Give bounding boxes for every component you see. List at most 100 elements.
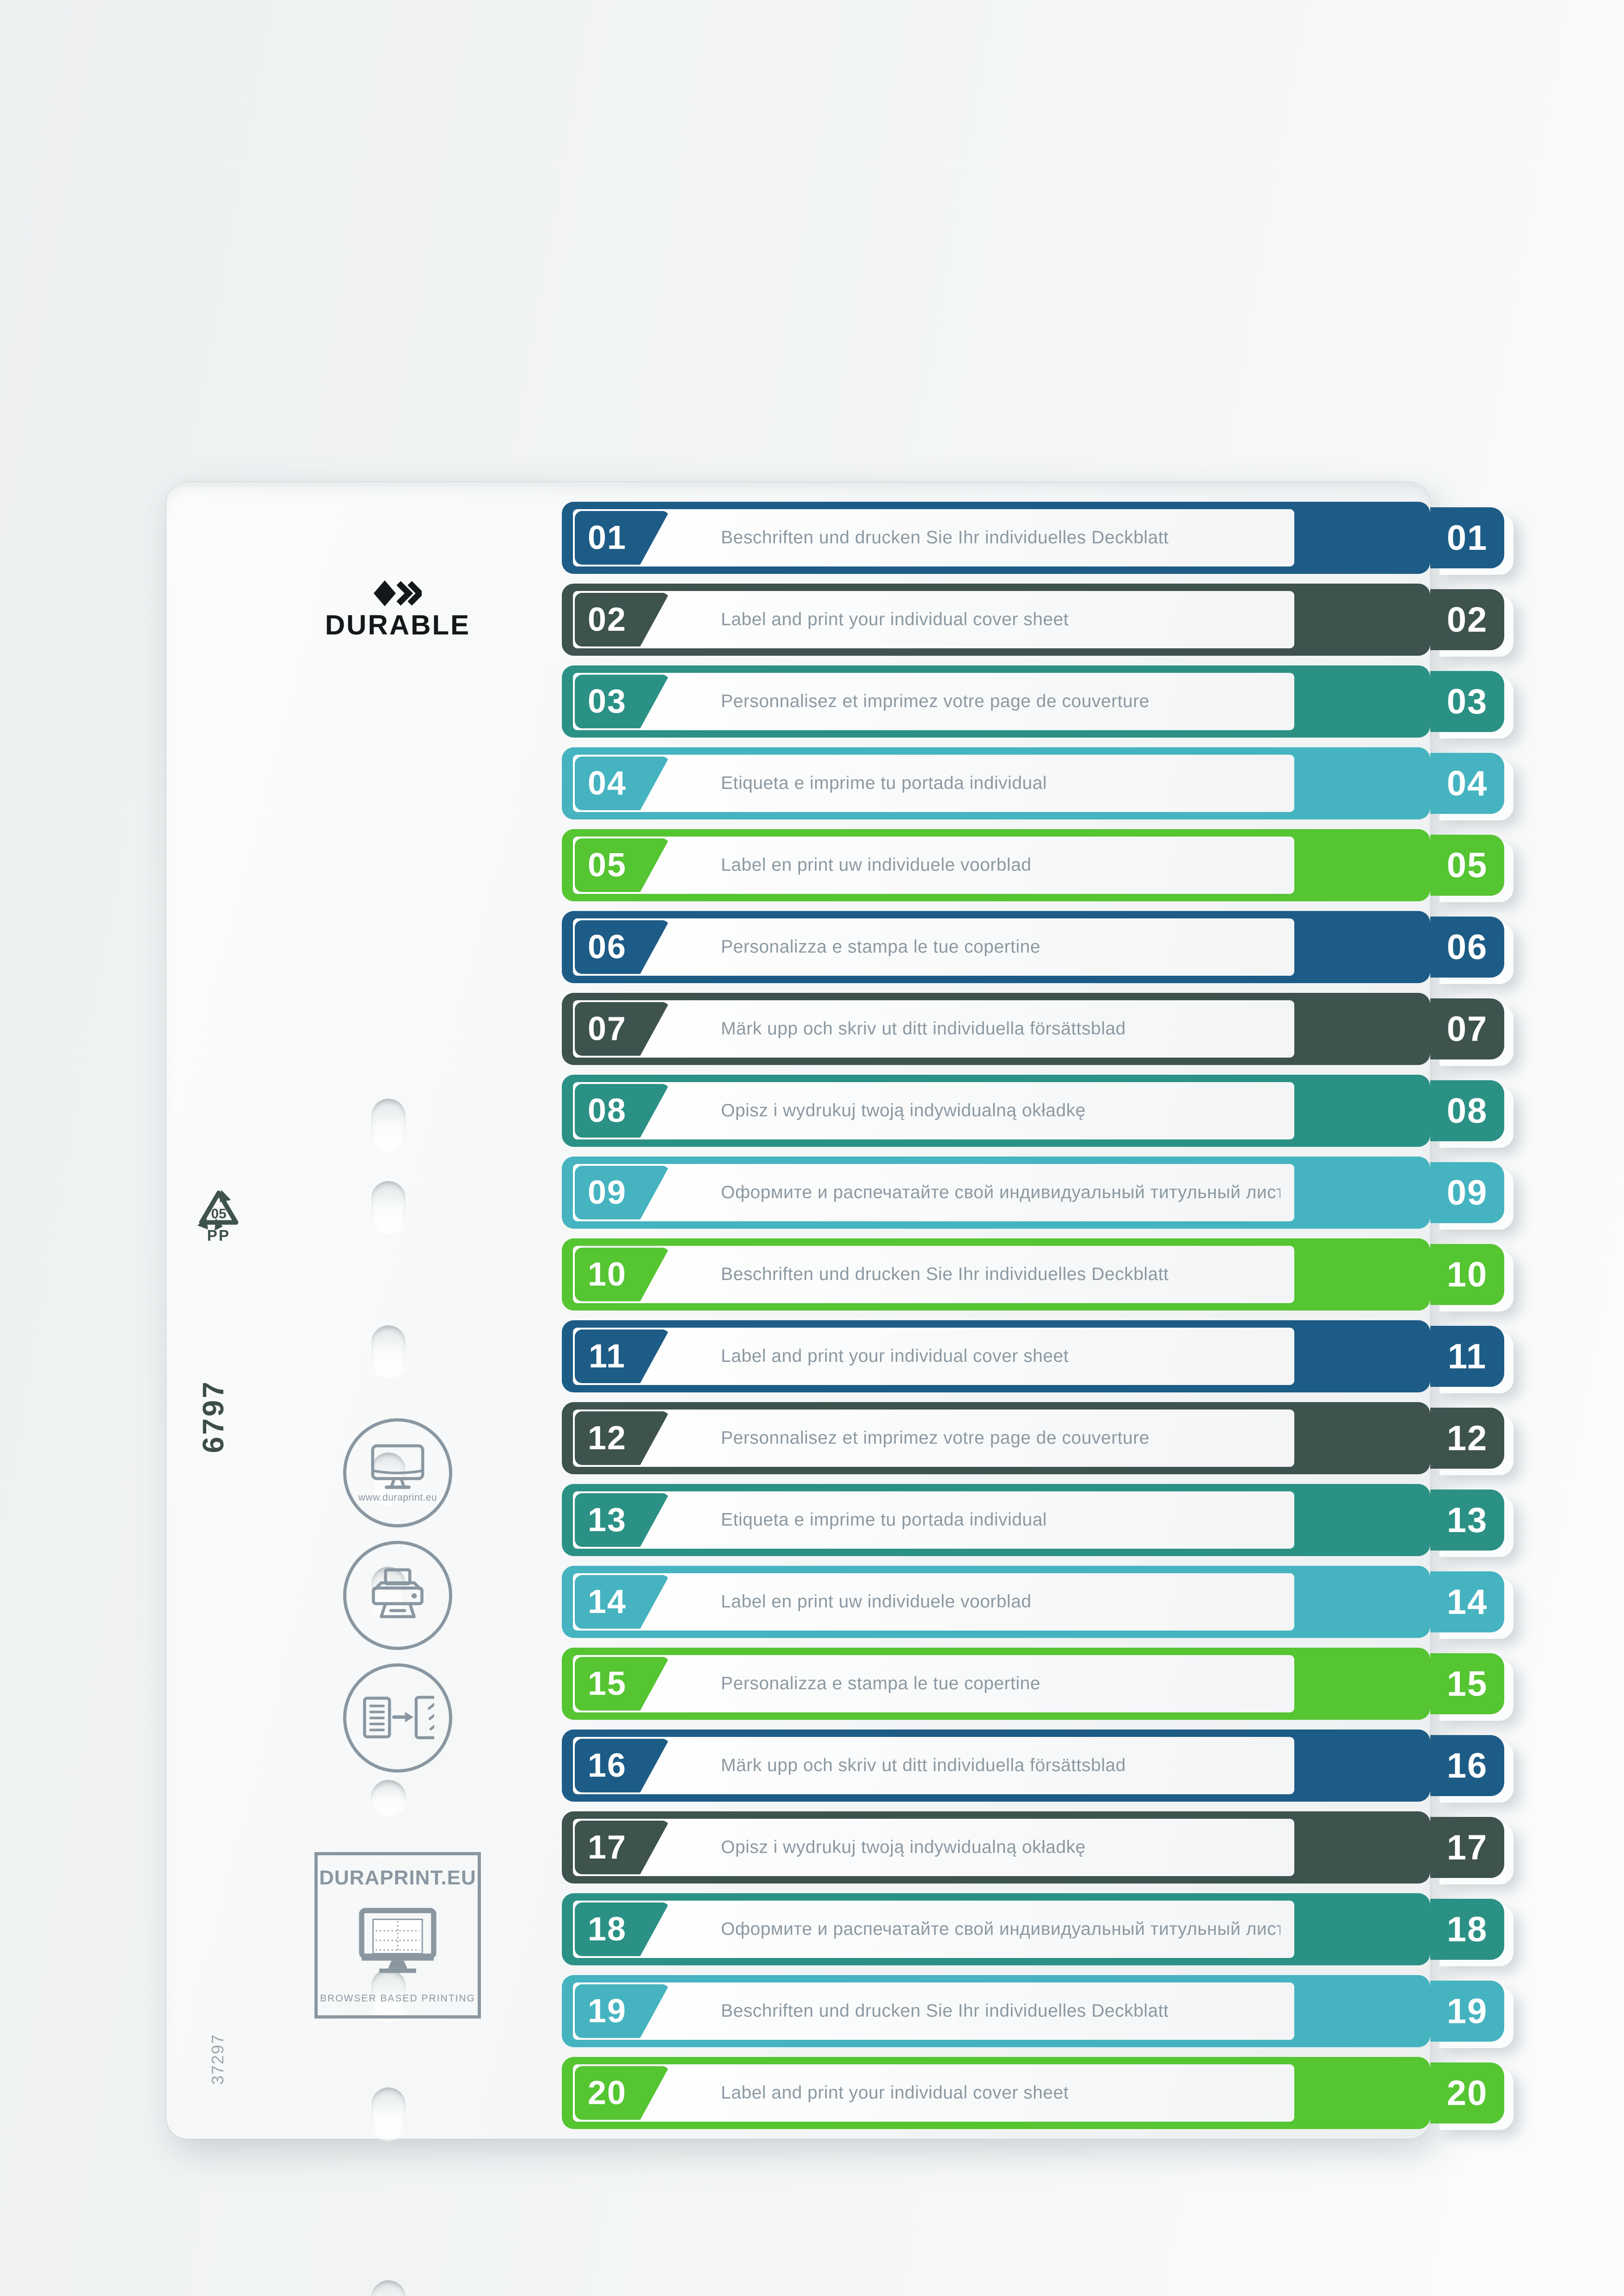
row-inner: 14 Label en print uw individuele voorbla… — [573, 1573, 1294, 1631]
row-label: Etiqueta e imprime tu portada individual — [721, 1510, 1047, 1530]
tab-number: 01 — [1446, 518, 1488, 558]
tab-number: 02 — [1446, 600, 1488, 640]
row-inner: 02 Label and print your individual cover… — [573, 591, 1294, 648]
tab-number: 03 — [1446, 682, 1488, 721]
row-label: Opisz i wydrukuj twoją indywidualną okła… — [721, 1837, 1086, 1857]
index-tab: 13 — [1430, 1490, 1504, 1551]
row-number-badge-label: 13 — [587, 1502, 627, 1539]
browser-printing-icon — [359, 1908, 437, 1973]
row-label: Оформите и распечатайте свой индивидуаль… — [721, 1182, 1280, 1202]
index-tab: 07 — [1430, 998, 1504, 1059]
row-number-badge-label: 19 — [587, 1993, 627, 2030]
index-tab: 08 — [1430, 1080, 1504, 1141]
index-row: 11 Label and print your individual cover… — [562, 1320, 1430, 1392]
index-row: 06 Personalizza e stampa le tue copertin… — [562, 911, 1430, 983]
row-label: Label en print uw individuele voorblad — [721, 1592, 1032, 1612]
index-tab: 02 — [1430, 589, 1504, 650]
row-number-badge: 09 — [575, 1166, 670, 1219]
tab-number: 20 — [1446, 2073, 1488, 2113]
index-tab: 15 — [1430, 1653, 1504, 1714]
index-tab: 09 — [1430, 1162, 1504, 1223]
index-tab: 12 — [1430, 1408, 1504, 1469]
index-row: 16 Märk upp och skriv ut ditt individuel… — [562, 1730, 1430, 1802]
printer-badge — [343, 1541, 452, 1650]
row-inner: 12 Personnalisez et imprimez votre page … — [573, 1410, 1294, 1467]
sheet-to-divider-icon — [363, 1696, 434, 1740]
print-to-divider-badge — [343, 1663, 452, 1773]
row-inner: 17 Opisz i wydrukuj twoją indywidualną o… — [573, 1819, 1294, 1876]
durable-logo: DURABLE — [296, 580, 499, 641]
row-number-badge: 12 — [575, 1411, 670, 1465]
row-number-badge-label: 04 — [587, 765, 627, 802]
row-number-badge: 05 — [575, 838, 670, 892]
tab-number: 09 — [1446, 1173, 1488, 1213]
row-number-badge: 20 — [575, 2066, 670, 2120]
row-label: Label en print uw individuele voorblad — [721, 855, 1032, 875]
index-tab: 05 — [1430, 835, 1504, 896]
row-number-badge-label: 07 — [587, 1010, 627, 1047]
row-label: Personalizza e stampa le tue copertine — [721, 1674, 1041, 1693]
row-number-badge-label: 16 — [587, 1747, 627, 1784]
row-inner: 07 Märk upp och skriv ut ditt individuel… — [573, 1000, 1294, 1058]
row-number-badge-label: 14 — [587, 1583, 627, 1620]
row-number-badge-label: 10 — [587, 1256, 627, 1293]
row-number-badge-label: 05 — [587, 847, 627, 884]
row-number-badge: 07 — [575, 1002, 670, 1056]
punch-hole — [371, 2280, 406, 2296]
row-number-badge: 16 — [575, 1739, 670, 1792]
duraprint-url: www.duraprint.eu — [358, 1492, 437, 1503]
row-inner: 10 Beschriften und drucken Sie Ihr indiv… — [573, 1246, 1294, 1303]
index-row: 20 Label and print your individual cover… — [562, 2057, 1430, 2129]
index-tab: 01 — [1430, 507, 1504, 568]
index-tab: 14 — [1430, 1571, 1504, 1632]
tab-number: 07 — [1446, 1009, 1488, 1049]
row-label: Personalizza e stampa le tue copertine — [721, 937, 1041, 957]
row-number-badge-label: 12 — [587, 1420, 627, 1457]
duraprint-box: DURAPRINT.EU BROWSER BASED PRINTING — [314, 1852, 481, 2019]
row-inner: 04 Etiqueta e imprime tu portada individ… — [573, 755, 1294, 812]
row-number-badge: 06 — [575, 920, 670, 974]
tab-number: 18 — [1446, 1909, 1488, 1949]
row-inner: 08 Opisz i wydrukuj twoją indywidualną o… — [573, 1082, 1294, 1139]
row-inner: 20 Label and print your individual cover… — [573, 2064, 1294, 2122]
recycling-material: PP — [207, 1227, 231, 1244]
tab-number: 10 — [1446, 1255, 1488, 1294]
row-label: Label and print your individual cover sh… — [721, 609, 1069, 629]
index-tab: 19 — [1430, 1981, 1504, 2042]
row-number-badge-label: 06 — [587, 929, 627, 966]
row-number-badge: 13 — [575, 1493, 670, 1547]
row-number-badge-label: 17 — [587, 1829, 627, 1866]
row-number-badge-label: 15 — [587, 1665, 627, 1702]
index-tab: 03 — [1430, 671, 1504, 732]
recycling-code: 05 — [211, 1206, 226, 1222]
index-tab: 06 — [1430, 917, 1504, 978]
row-number-badge-label: 01 — [587, 519, 627, 556]
row-number-badge: 18 — [575, 1902, 670, 1956]
row-label: Beschriften und drucken Sie Ihr individu… — [721, 2001, 1169, 2021]
row-number-badge: 17 — [575, 1821, 670, 1874]
row-number-badge: 10 — [575, 1248, 670, 1301]
row-number-badge: 14 — [575, 1575, 670, 1629]
row-label: Etiqueta e imprime tu portada individual — [721, 773, 1047, 793]
row-number-badge-label: 02 — [587, 601, 627, 638]
tab-number: 05 — [1446, 845, 1488, 885]
index-row: 12 Personnalisez et imprimez votre page … — [562, 1402, 1430, 1474]
index-tab: 20 — [1430, 2062, 1504, 2124]
tabs: 01 02 03 04 05 06 07 08 09 10 11 12 13 1… — [1430, 502, 1504, 2124]
rows: 01 Beschriften und drucken Sie Ihr indiv… — [562, 502, 1430, 2129]
row-number-badge: 04 — [575, 757, 670, 810]
index-row: 09 Оформите и распечатайте свой индивиду… — [562, 1157, 1430, 1229]
row-number-badge: 11 — [575, 1330, 670, 1383]
row-inner: 09 Оформите и распечатайте свой индивиду… — [573, 1164, 1294, 1221]
index-tab: 17 — [1430, 1817, 1504, 1878]
computer-monitor-icon — [371, 1444, 424, 1489]
index-row: 05 Label en print uw individuele voorbla… — [562, 829, 1430, 901]
duraprint-web-badge: www.duraprint.eu — [343, 1418, 452, 1527]
tab-number: 16 — [1446, 1746, 1488, 1785]
row-inner: 01 Beschriften und drucken Sie Ihr indiv… — [573, 509, 1294, 566]
index-row: 10 Beschriften und drucken Sie Ihr indiv… — [562, 1238, 1430, 1311]
row-label: Märk upp och skriv ut ditt individuella … — [721, 1755, 1126, 1775]
row-number-badge: 01 — [575, 511, 670, 565]
index-tab: 04 — [1430, 753, 1504, 814]
